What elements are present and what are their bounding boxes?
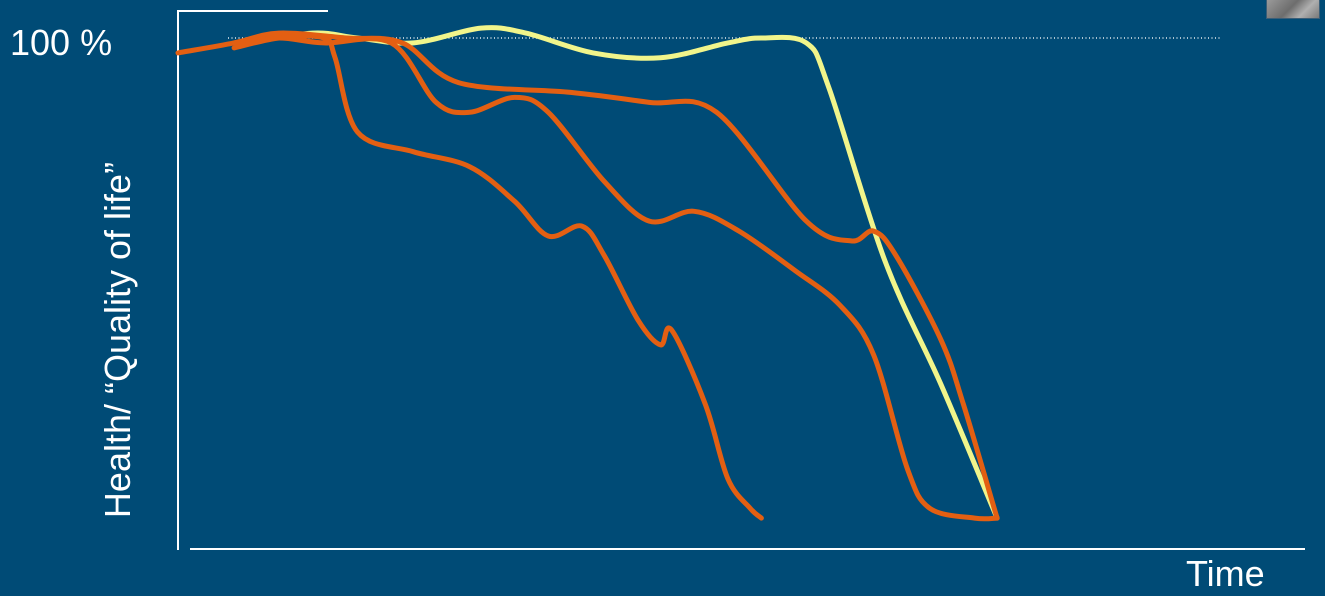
y-axis-label: Health/ “Quality of life”: [97, 161, 138, 519]
series-line-1: [242, 25, 1000, 521]
series-line-3: [231, 35, 1000, 522]
y-tick-label: 100 %: [10, 22, 113, 63]
series-line-2: [175, 30, 1000, 521]
x-axis-label: Time: [1186, 553, 1265, 594]
series-group: [175, 25, 1000, 522]
top-frame-line: [178, 0, 328, 12]
corner-image-thumbnail: [1266, 0, 1320, 19]
series-line-4: [231, 33, 764, 521]
